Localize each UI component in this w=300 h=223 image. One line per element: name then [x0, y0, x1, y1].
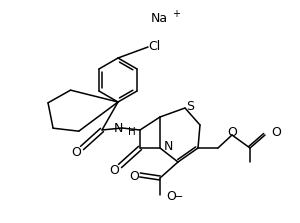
Text: O: O [71, 147, 81, 159]
Text: O: O [227, 126, 237, 140]
Text: H: H [128, 127, 136, 137]
Text: S: S [186, 99, 194, 112]
Text: O: O [166, 190, 176, 204]
Text: −: − [174, 192, 183, 202]
Text: N: N [114, 122, 123, 136]
Text: +: + [172, 9, 180, 19]
Text: O: O [271, 126, 281, 140]
Text: Cl: Cl [148, 41, 160, 54]
Text: O: O [109, 163, 119, 176]
Text: O: O [129, 169, 139, 182]
Text: Na: Na [151, 12, 168, 25]
Text: N: N [164, 140, 173, 153]
